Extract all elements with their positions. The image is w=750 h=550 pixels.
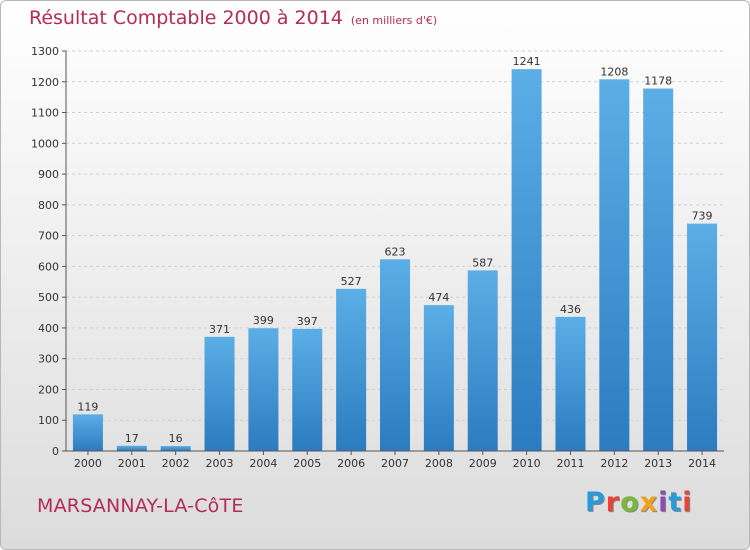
y-tick-label: 0 <box>52 445 59 458</box>
x-tick-label: 2010 <box>513 457 541 470</box>
y-tick-label: 300 <box>38 353 59 366</box>
data-label-2007: 623 <box>385 245 406 258</box>
y-tick-label: 600 <box>38 260 59 273</box>
x-tick-label: 2011 <box>556 457 584 470</box>
bar-2005 <box>292 328 323 451</box>
x-tick-label: 2001 <box>118 457 146 470</box>
logo-letter: o <box>620 487 640 518</box>
y-tick-label: 400 <box>38 322 59 335</box>
y-tick-label: 500 <box>38 291 59 304</box>
data-label-2006: 527 <box>341 275 362 288</box>
data-label-2010: 1241 <box>513 55 541 68</box>
chart-title: Résultat Comptable 2000 à 2014 (en millie… <box>29 7 437 29</box>
x-tick-label: 2000 <box>74 457 102 470</box>
x-tick-label: 2005 <box>293 457 321 470</box>
logo-letter: i <box>682 487 693 518</box>
data-label-2013: 1178 <box>644 75 672 88</box>
x-tick-label: 2002 <box>162 457 190 470</box>
y-tick-label: 1100 <box>31 107 59 120</box>
data-label-2003: 371 <box>209 323 230 336</box>
bar-2009 <box>467 270 498 451</box>
x-tick-label: 2006 <box>337 457 365 470</box>
x-tick-label: 2013 <box>644 457 672 470</box>
bars: 119 17 16 371 399 397 527 623 474 587 1241 436 1208 1… <box>72 55 718 452</box>
bar-2002 <box>160 446 191 451</box>
data-label-2002: 16 <box>169 432 183 445</box>
bar-2008 <box>423 305 454 451</box>
data-label-2001: 17 <box>125 432 139 445</box>
y-tick-label: 1000 <box>31 137 59 150</box>
y-tick-label: 900 <box>38 168 59 181</box>
y-tick-label: 800 <box>38 199 59 212</box>
logo-letter: x <box>639 487 659 518</box>
x-tick-label: 2012 <box>600 457 628 470</box>
x-tick-label: 2003 <box>206 457 234 470</box>
y-tick-label: 100 <box>38 414 59 427</box>
logo-letter: t <box>668 487 683 518</box>
bar-2001 <box>116 445 147 451</box>
data-label-2004: 399 <box>253 314 274 327</box>
y-tick-label: 700 <box>38 230 59 243</box>
data-label-2008: 474 <box>428 291 449 304</box>
chart-subtitle: (en milliers d'€) <box>350 14 438 27</box>
logo-letter: P <box>585 487 606 518</box>
y-tick-label: 1300 <box>31 45 59 58</box>
bar-chart: 119 17 16 371 399 397 527 623 474 587 1241 436 1208 1… <box>31 45 724 470</box>
data-label-2011: 436 <box>560 303 581 316</box>
bar-2010 <box>511 69 542 452</box>
data-label-2005: 397 <box>297 315 318 328</box>
city-name: MARSANNAY-LA-CôTE <box>37 495 244 517</box>
bar-2014 <box>687 223 718 451</box>
logo-letter: i <box>658 487 669 518</box>
data-label-2012: 1208 <box>600 65 628 78</box>
bar-2006 <box>336 288 367 451</box>
y-tick-label: 1200 <box>31 76 59 89</box>
bar-2003 <box>204 336 235 451</box>
x-tick-label: 2009 <box>469 457 497 470</box>
x-tick-label: 2008 <box>425 457 453 470</box>
bar-2004 <box>248 328 279 451</box>
x-tick-label: 2007 <box>381 457 409 470</box>
data-label-2014: 739 <box>692 210 713 223</box>
proxiti-logo: Proxiti <box>585 487 693 518</box>
bar-2011 <box>555 316 586 451</box>
bar-2007 <box>380 259 410 451</box>
bar-2000 <box>72 414 103 451</box>
x-tick-label: 2014 <box>688 457 716 470</box>
bar-2012 <box>599 79 630 452</box>
data-label-2000: 119 <box>77 400 98 413</box>
y-tick-label: 200 <box>38 383 59 396</box>
bar-2013 <box>643 88 674 452</box>
chart-title-text: Résultat Comptable 2000 à 2014 <box>29 7 343 29</box>
axes: 0 100 200 300 400 500 600 700 800 900 1000 1100 1200… <box>31 45 724 470</box>
logo-letter: r <box>605 487 621 518</box>
data-label-2009: 587 <box>472 256 493 269</box>
x-tick-label: 2004 <box>249 457 277 470</box>
